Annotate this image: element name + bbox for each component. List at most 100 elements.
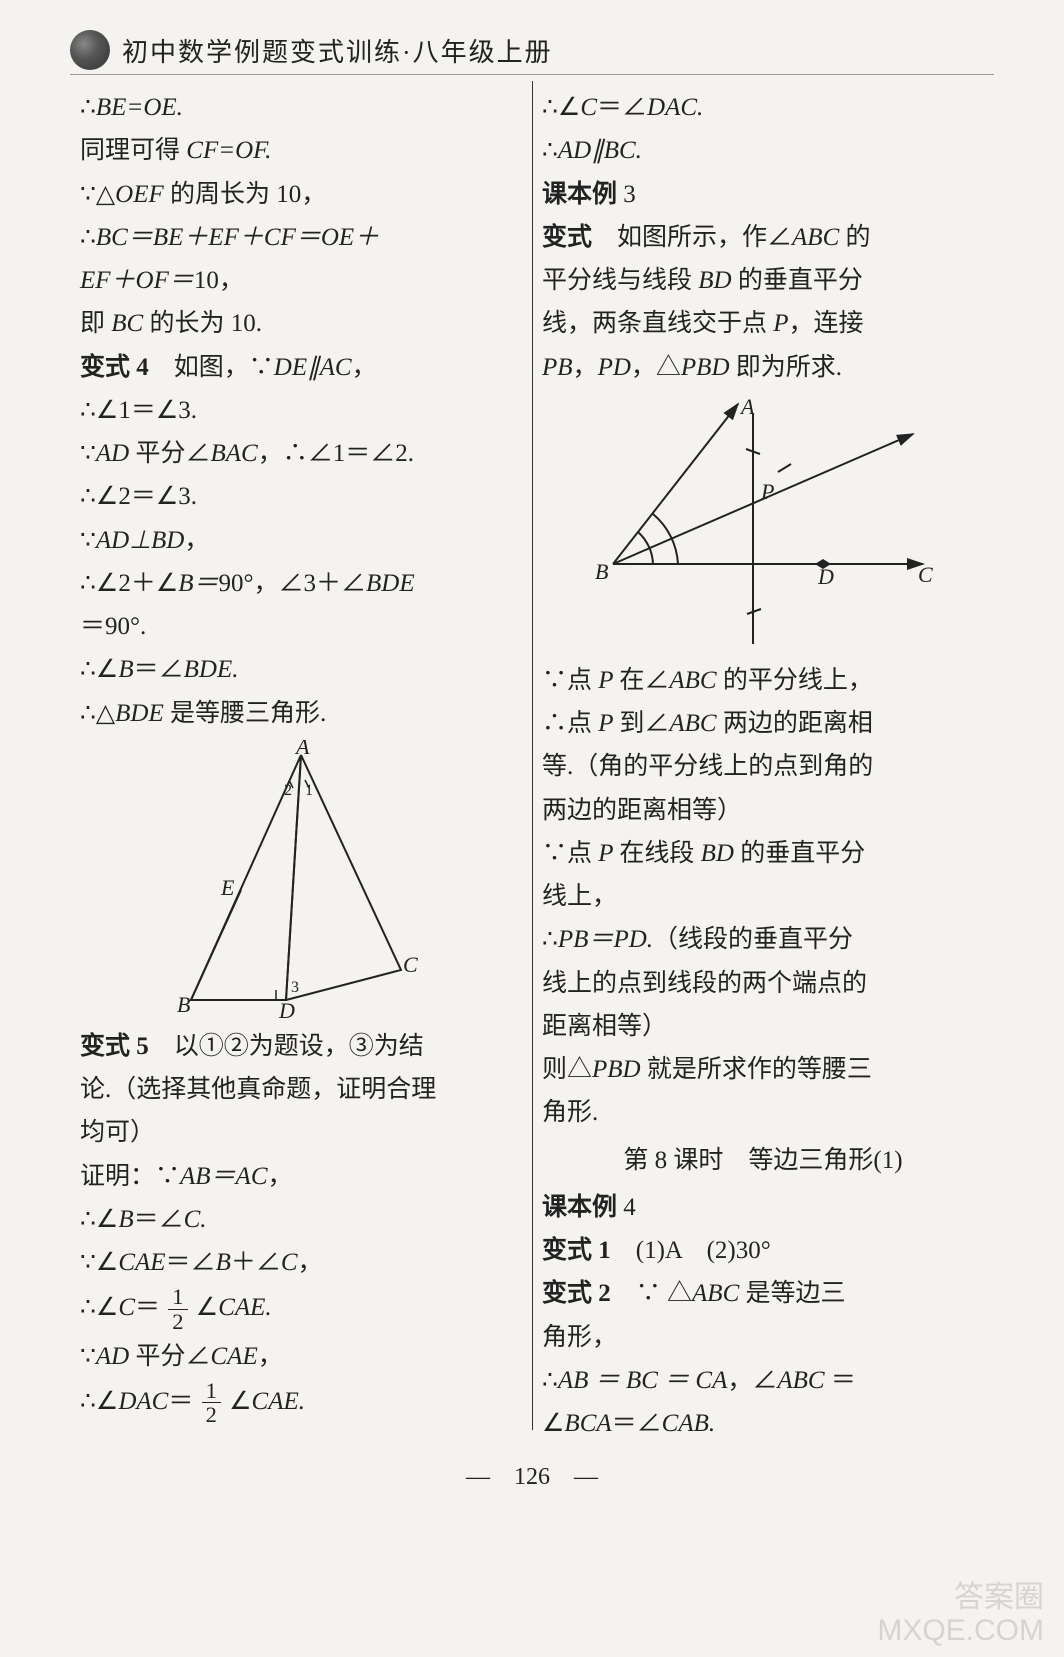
denom: 2	[202, 1403, 221, 1427]
text: ∴∠1＝∠3.	[80, 397, 197, 424]
text: ，	[573, 354, 598, 381]
text: BDE.	[184, 656, 239, 683]
text: 4	[623, 1194, 636, 1221]
text: AB＝AC	[180, 1163, 268, 1190]
text: AD	[96, 440, 136, 467]
text: 在线段	[619, 840, 700, 867]
text: PB＝PD.	[558, 926, 653, 953]
page-title: 初中数学例题变式训练·八年级上册	[122, 32, 553, 69]
denom: 2	[168, 1310, 187, 1334]
text: ，∴∠1＝∠2.	[258, 440, 414, 467]
text: ABC	[792, 224, 845, 251]
text: CAE	[118, 1249, 165, 1276]
text: ∴∠	[80, 1388, 118, 1415]
text: ABC	[669, 667, 722, 694]
text: ，	[268, 1163, 293, 1190]
label-变式1: 变式 1	[542, 1237, 611, 1264]
text: 平分∠	[135, 1343, 210, 1370]
label-3: 3	[291, 979, 299, 996]
text: 两边的距离相	[723, 710, 873, 737]
text: AD∥BC.	[558, 137, 642, 164]
text: 平分∠	[135, 440, 210, 467]
numer: 1	[202, 1379, 221, 1404]
text: B	[118, 656, 133, 683]
text: C	[118, 1294, 135, 1321]
watermark-line2: MXQE.COM	[877, 1614, 1044, 1647]
label-E: E	[220, 875, 235, 900]
text: ＝∠	[612, 1410, 662, 1437]
text: 如图，∵	[149, 354, 274, 381]
text: 的长为 10.	[149, 310, 262, 337]
right-column: ∴∠C＝∠DAC. ∴AD∥BC. 课本例 3 变式 如图所示，作∠ABC 的 …	[532, 81, 994, 1450]
text: ∴点	[542, 710, 598, 737]
text: ∴	[542, 1367, 558, 1394]
text: ABC	[669, 710, 722, 737]
text: ∵	[80, 527, 96, 554]
text: P	[773, 310, 788, 337]
text: ，	[184, 527, 209, 554]
label-变式5: 变式 5	[80, 1033, 149, 1060]
text: ∠	[542, 1410, 564, 1437]
text: 角形.	[542, 1099, 598, 1126]
text: CAE.	[252, 1388, 305, 1415]
text: ∠	[229, 1388, 251, 1415]
label-1: 1	[305, 782, 313, 799]
label-课本例4: 课本例	[542, 1194, 623, 1221]
text: 角形，	[542, 1324, 617, 1351]
text: 的垂直平分	[740, 840, 865, 867]
watermark-line1: 答案圈	[877, 1581, 1044, 1614]
text: 即为所求.	[736, 354, 842, 381]
label-P: P	[760, 479, 774, 504]
text: BC＝BE＋EF＋CF＝OE＋	[96, 224, 379, 251]
text: PBD	[681, 354, 736, 381]
text: ＝	[135, 1294, 160, 1321]
text: ∴	[80, 94, 96, 121]
text: BDE	[115, 700, 170, 727]
label-变式: 变式	[542, 224, 592, 251]
text: ABC	[777, 1367, 830, 1394]
text: 是等腰三角形.	[170, 700, 326, 727]
diagram-triangle: A B C D E 1 2 3	[171, 740, 431, 1020]
text: ∵	[80, 440, 96, 467]
numer: 1	[168, 1285, 187, 1310]
text: P	[598, 710, 619, 737]
text: ∵∠	[80, 1249, 118, 1276]
page-header: 初中数学例题变式训练·八年级上册	[70, 30, 994, 75]
text: DE∥AC	[274, 354, 352, 381]
text: ＝90°.	[80, 613, 146, 640]
text: ，△	[631, 354, 681, 381]
text: (1)A (2)30°	[611, 1237, 771, 1264]
text: AD	[96, 1343, 136, 1370]
label-2: 2	[284, 782, 292, 799]
text: ，	[298, 1249, 323, 1276]
label-C: C	[918, 562, 933, 587]
text: ∴	[80, 224, 96, 251]
label-D: D	[278, 998, 295, 1020]
label-A: A	[294, 740, 310, 759]
text: 就是所求作的等腰三	[647, 1056, 872, 1083]
page-number: 126	[514, 1464, 550, 1490]
label-B: B	[177, 992, 190, 1017]
text: P	[598, 667, 619, 694]
text: AB ＝ BC ＝ CA	[558, 1367, 727, 1394]
label-C: C	[403, 952, 418, 977]
text: BCA	[564, 1410, 611, 1437]
text: ∴∠	[80, 1294, 118, 1321]
text: ，	[258, 1343, 283, 1370]
text: （线段的垂直平分	[653, 926, 853, 953]
text: 证明：∵	[80, 1163, 180, 1190]
text: CAB.	[662, 1410, 715, 1437]
text: 90°，∠3＋∠	[219, 570, 367, 597]
text: C.	[184, 1206, 207, 1233]
text: ＋∠	[231, 1249, 281, 1276]
text: 的周长为 10，	[170, 181, 326, 208]
text: PBD	[592, 1056, 647, 1083]
text: B	[118, 1206, 133, 1233]
text: P	[598, 840, 619, 867]
text: ＝	[831, 1367, 856, 1394]
lesson-title: 第 8 课时 等边三角形(1)	[542, 1140, 984, 1181]
diagram-construction: A B C D P	[583, 394, 943, 654]
text: C	[281, 1249, 298, 1276]
text: C	[580, 94, 597, 121]
text: 10，	[194, 267, 244, 294]
